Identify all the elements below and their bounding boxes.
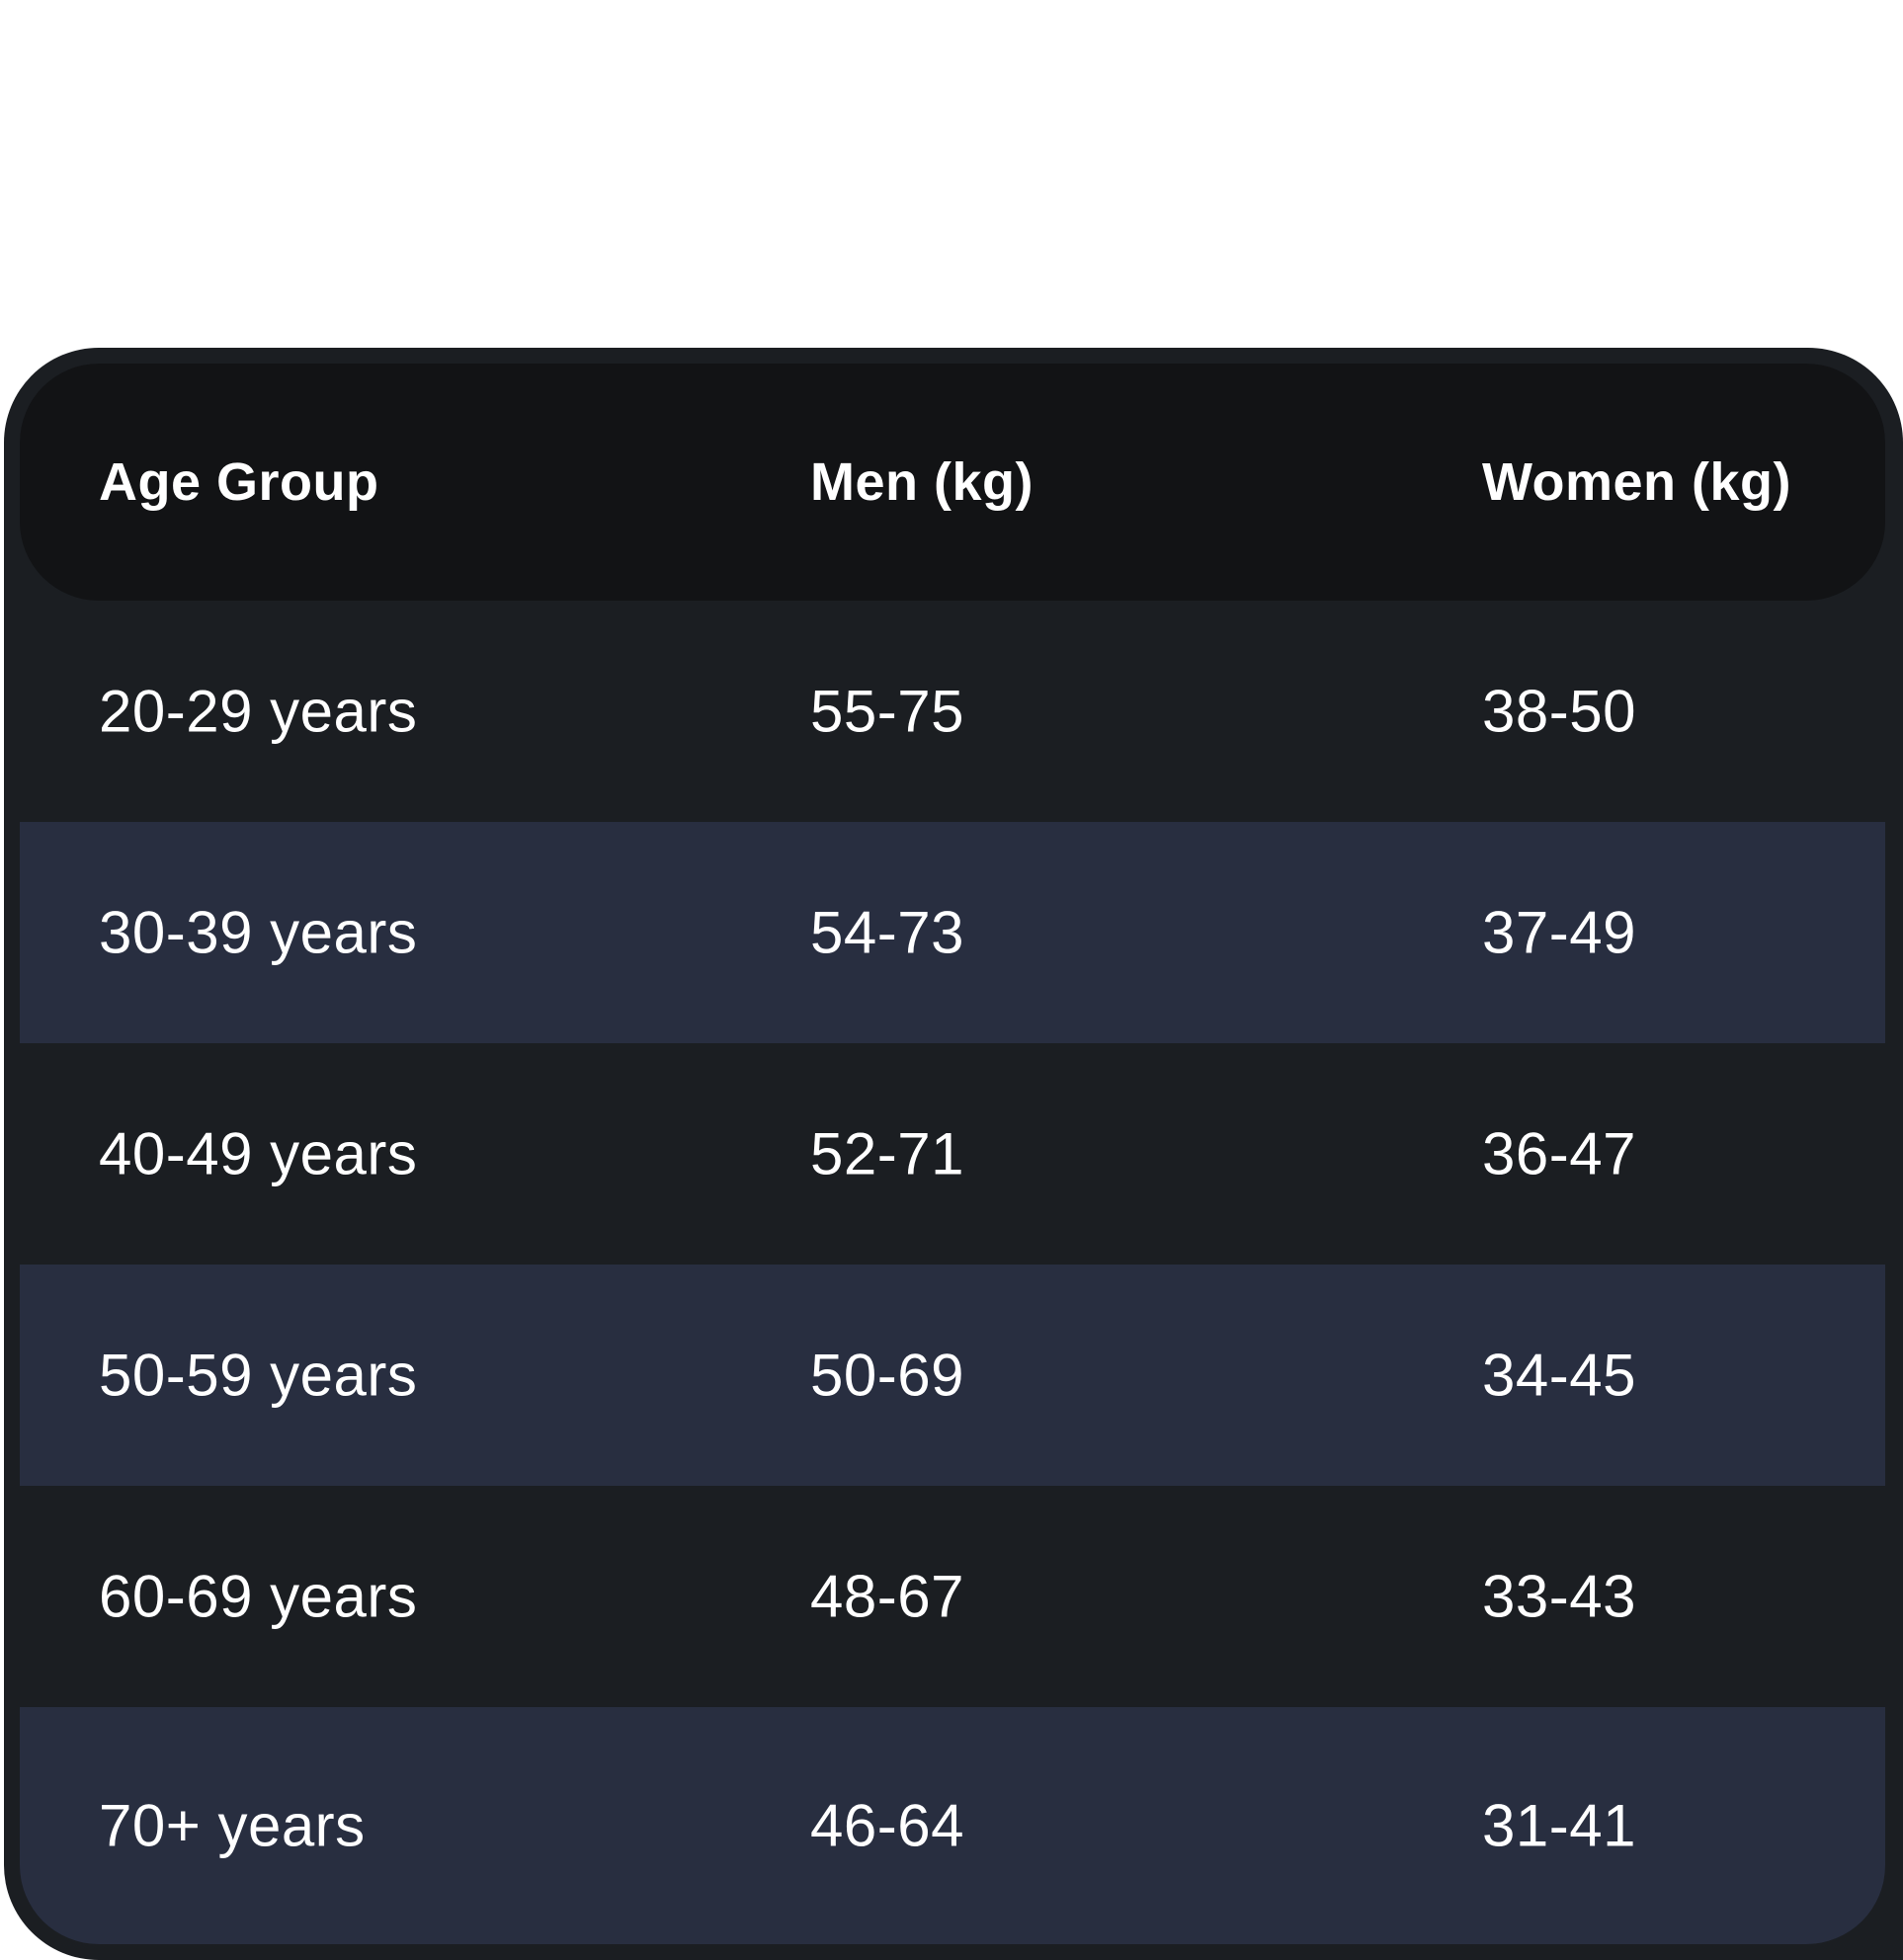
cell-women: 33-43 (1482, 1563, 1636, 1630)
cell-men: 50-69 (810, 1342, 964, 1409)
cell-age-group: 40-49 years (99, 1120, 418, 1187)
header-men: Men (kg) (810, 452, 1034, 512)
cell-women: 31-41 (1482, 1792, 1636, 1859)
table-row: 60-69 years 48-67 33-43 (20, 1486, 1885, 1707)
table-row: 40-49 years 52-71 36-47 (20, 1043, 1885, 1265)
cell-men: 54-73 (810, 899, 964, 966)
cell-age-group: 60-69 years (99, 1563, 418, 1630)
cell-age-group: 20-29 years (99, 678, 418, 745)
cell-women: 38-50 (1482, 678, 1636, 745)
table-row: 70+ years 46-64 31-41 (20, 1707, 1885, 1944)
cell-women: 36-47 (1482, 1120, 1636, 1187)
cell-women: 34-45 (1482, 1342, 1636, 1409)
cell-men: 46-64 (810, 1792, 964, 1859)
data-table-card: Age Group Men (kg) Women (kg) 20-29 year… (4, 348, 1903, 1960)
cell-men: 52-71 (810, 1120, 964, 1187)
cell-age-group: 70+ years (99, 1792, 366, 1859)
cell-men: 48-67 (810, 1563, 964, 1630)
table-row: 20-29 years 55-75 38-50 (20, 601, 1885, 822)
table-row: 50-59 years 50-69 34-45 (20, 1265, 1885, 1486)
table-header-row: Age Group Men (kg) Women (kg) (20, 364, 1885, 601)
header-age-group: Age Group (99, 452, 379, 512)
header-women: Women (kg) (1482, 452, 1791, 512)
table-row: 30-39 years 54-73 37-49 (20, 822, 1885, 1043)
cell-age-group: 50-59 years (99, 1342, 418, 1409)
cell-age-group: 30-39 years (99, 899, 418, 966)
data-table: Age Group Men (kg) Women (kg) 20-29 year… (20, 364, 1885, 1944)
cell-women: 37-49 (1482, 899, 1636, 966)
cell-men: 55-75 (810, 678, 964, 745)
